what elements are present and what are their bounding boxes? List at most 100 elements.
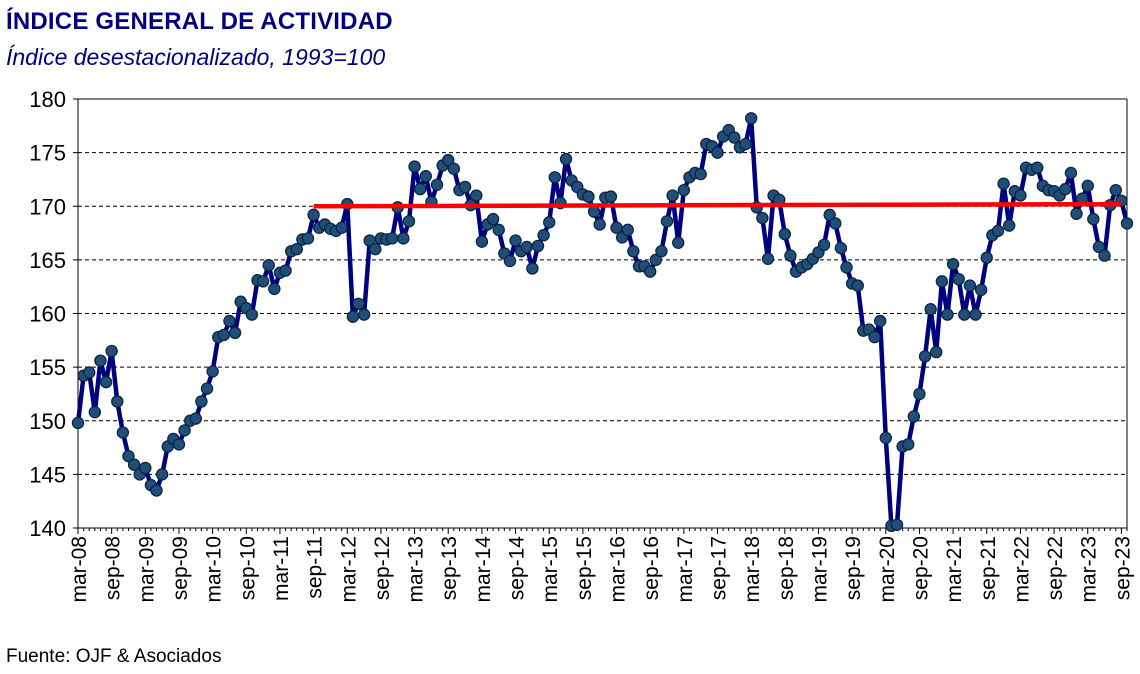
x-tick-label: mar-17 xyxy=(674,536,697,603)
y-tick-label: 140 xyxy=(29,516,66,541)
y-tick-label: 150 xyxy=(29,409,66,434)
data-point xyxy=(150,484,163,497)
data-point xyxy=(930,345,943,359)
x-tick-label: sep-16 xyxy=(640,536,663,600)
data-point xyxy=(268,282,281,296)
data-point xyxy=(155,468,169,481)
x-tick-label: mar-09 xyxy=(135,536,158,603)
data-point xyxy=(99,375,113,389)
data-point xyxy=(935,275,949,288)
data-point xyxy=(492,223,505,237)
x-tick-label: mar-21 xyxy=(943,536,966,603)
data-point xyxy=(195,395,208,408)
data-point xyxy=(486,212,500,226)
x-tick-label: mar-22 xyxy=(1010,536,1033,603)
x-tick-label: sep-15 xyxy=(573,536,596,600)
series-markers xyxy=(71,112,1134,533)
x-tick-label: mar-10 xyxy=(203,536,226,603)
data-point xyxy=(627,245,640,258)
x-tick-label: sep-22 xyxy=(1044,536,1067,600)
x-tick-label: sep-13 xyxy=(438,536,461,600)
data-point xyxy=(442,153,455,167)
data-point xyxy=(402,215,416,228)
data-point xyxy=(649,253,662,267)
data-point xyxy=(840,261,853,274)
data-point xyxy=(335,221,348,234)
data-point xyxy=(543,216,556,229)
data-point xyxy=(890,518,904,531)
data-point xyxy=(907,410,921,423)
data-point xyxy=(408,160,421,173)
x-tick-label: mar-14 xyxy=(472,536,495,603)
data-point xyxy=(1014,189,1027,202)
data-point xyxy=(593,218,606,231)
data-point xyxy=(352,297,365,311)
data-point xyxy=(974,283,988,297)
x-tick-label: mar-16 xyxy=(607,536,630,603)
data-point xyxy=(621,223,634,237)
data-point xyxy=(139,461,152,475)
data-point xyxy=(924,303,937,316)
axes xyxy=(73,98,1128,534)
data-point xyxy=(913,387,926,401)
data-point xyxy=(256,275,270,288)
data-point xyxy=(728,131,741,144)
x-tick-label: sep-08 xyxy=(102,536,125,600)
data-point xyxy=(958,308,971,321)
x-tick-label: sep-23 xyxy=(1111,536,1134,600)
y-tick-label: 155 xyxy=(29,355,66,380)
x-tick-label: mar-15 xyxy=(539,536,562,603)
data-point xyxy=(413,182,427,196)
data-point xyxy=(357,308,371,321)
y-tick-label: 180 xyxy=(29,87,66,112)
data-point xyxy=(941,308,954,321)
chart-title: ÍNDICE GENERAL DE ACTIVIDAD xyxy=(6,8,393,35)
data-point xyxy=(1120,217,1134,230)
data-point xyxy=(969,308,982,321)
data-point xyxy=(470,189,483,202)
data-point xyxy=(643,265,657,278)
data-point xyxy=(1081,179,1094,193)
data-point xyxy=(660,215,674,228)
data-point xyxy=(262,259,275,272)
data-point xyxy=(526,262,539,275)
data-point xyxy=(346,310,360,323)
data-point xyxy=(963,279,977,292)
data-point xyxy=(868,330,881,344)
x-tick-label: mar-18 xyxy=(741,536,764,603)
data-point xyxy=(111,395,124,408)
data-point xyxy=(672,236,685,249)
data-point xyxy=(189,412,203,425)
data-point xyxy=(1098,249,1111,262)
data-point xyxy=(301,232,315,245)
data-point xyxy=(997,177,1010,190)
data-point xyxy=(475,235,489,248)
data-point xyxy=(559,152,573,166)
x-tick-label: mar-19 xyxy=(808,536,831,603)
data-point xyxy=(531,239,545,253)
y-tick-labels: 140 145 150 155 160 165 170 175 180 xyxy=(29,87,66,541)
x-tick-label: mar-12 xyxy=(337,536,360,603)
chart-subtitle: Índice desestacionalizado, 1993=100 xyxy=(6,44,386,70)
x-tick-label: mar-23 xyxy=(1078,536,1101,603)
data-point xyxy=(918,350,932,363)
data-point xyxy=(290,242,303,256)
data-point xyxy=(655,245,668,258)
data-point xyxy=(902,438,915,451)
data-point xyxy=(952,272,965,286)
x-tick-label: sep-20 xyxy=(909,536,932,600)
data-point xyxy=(582,190,595,203)
x-tick-label: sep-11 xyxy=(304,536,327,599)
data-point xyxy=(744,112,758,125)
reference-line xyxy=(313,201,1122,209)
y-tick-label: 175 xyxy=(29,141,66,166)
data-point xyxy=(873,314,887,328)
data-point xyxy=(279,264,292,277)
data-point xyxy=(1064,166,1078,180)
data-point xyxy=(879,431,892,445)
data-point xyxy=(83,366,96,379)
data-point xyxy=(430,178,444,191)
data-point xyxy=(88,405,102,419)
data-point xyxy=(823,208,836,222)
x-tick-label: mar-11 xyxy=(270,536,293,601)
